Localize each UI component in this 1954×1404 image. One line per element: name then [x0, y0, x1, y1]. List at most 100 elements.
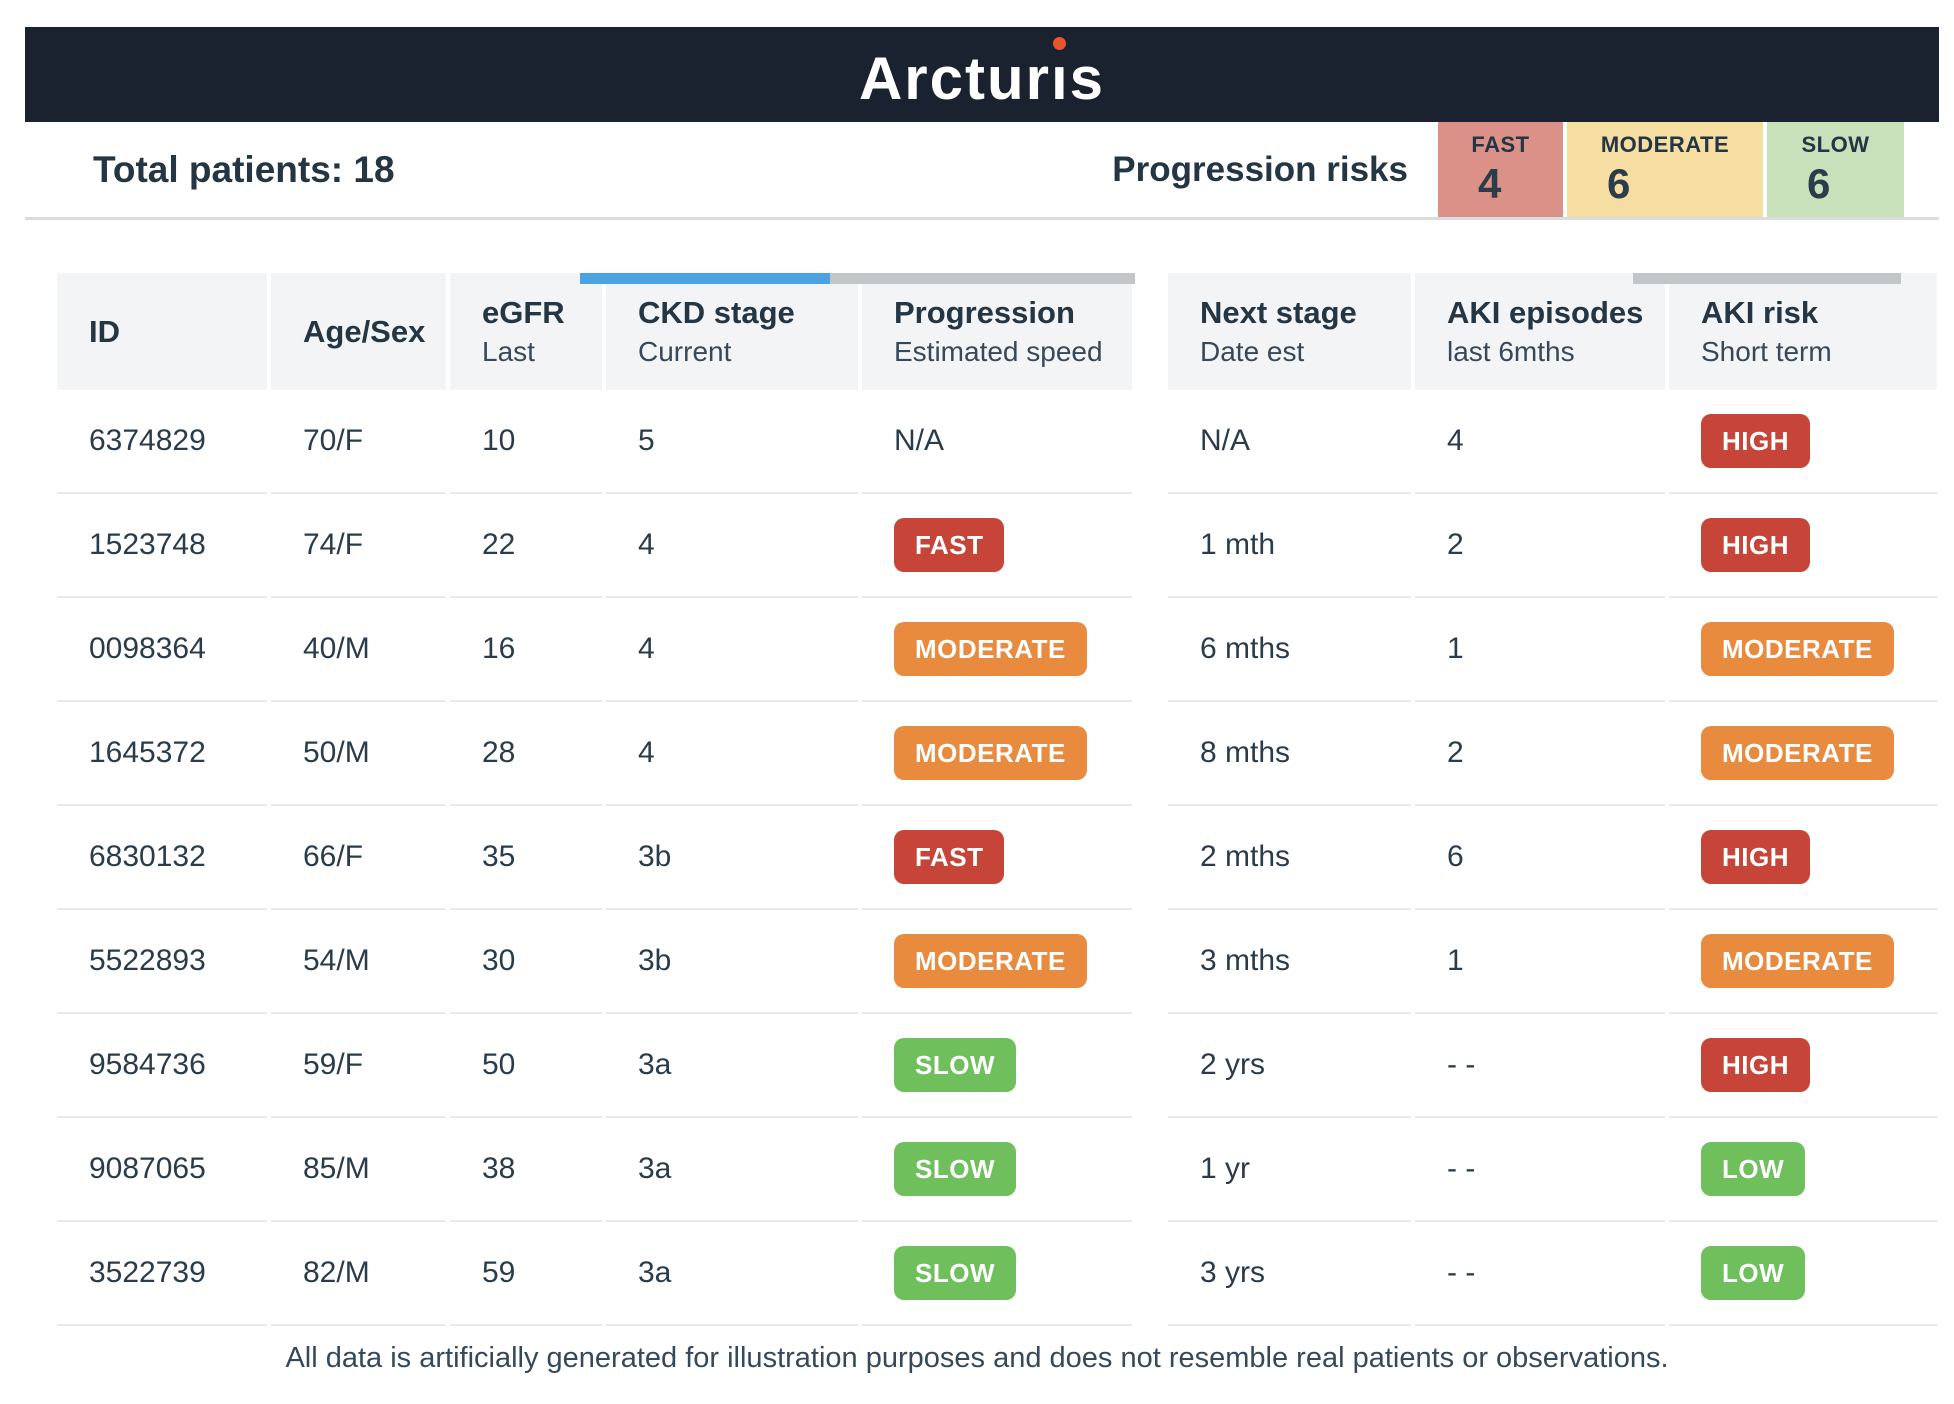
cell-id: 9584736: [57, 1014, 267, 1118]
column-group-gap: [1136, 806, 1164, 910]
table-row[interactable]: 6374829 70/F 10 5 N/A N/A 4 HIGH: [57, 390, 1937, 494]
cell-egfr: 38: [450, 1118, 602, 1222]
cell-age-sex: 54/M: [271, 910, 446, 1014]
table-row[interactable]: 9087065 85/M 38 3a SLOW 1 yr - - LOW: [57, 1118, 1937, 1222]
progression-badge: SLOW: [894, 1038, 1016, 1092]
brand-logo-text-end: s: [1069, 44, 1106, 112]
cell-progression: MODERATE: [862, 598, 1132, 702]
cell-age-sex: 85/M: [271, 1118, 446, 1222]
cell-aki-episodes: - -: [1415, 1118, 1665, 1222]
cell-aki-risk: HIGH: [1669, 806, 1937, 910]
table-row[interactable]: 1645372 50/M 28 4 MODERATE 8 mths 2 MODE…: [57, 702, 1937, 806]
cell-progression: N/A: [862, 390, 1132, 494]
cell-aki-risk: HIGH: [1669, 494, 1937, 598]
summary-bar: Total patients: 18 Progression risks FAS…: [25, 122, 1939, 220]
table-row[interactable]: 3522739 82/M 59 3a SLOW 3 yrs - - LOW: [57, 1222, 1937, 1326]
cell-ckd-stage: 3b: [606, 910, 858, 1014]
table-row[interactable]: 9584736 59/F 50 3a SLOW 2 yrs - - HIGH: [57, 1014, 1937, 1118]
column-group-gap: [1136, 1118, 1164, 1222]
cell-ckd-stage: 3a: [606, 1222, 858, 1326]
cell-ckd-stage: 3a: [606, 1118, 858, 1222]
column-group-gap: [1136, 702, 1164, 806]
progression-badge: MODERATE: [894, 934, 1087, 988]
header-cell-progression: Progression Estimated speed: [862, 273, 1132, 390]
table-header-row: ID Age/Sex eGFR Last CKD stage Current P…: [57, 273, 1937, 390]
cell-progression: FAST: [862, 806, 1132, 910]
cell-progression: MODERATE: [862, 910, 1132, 1014]
risk-box-slow-label: SLOW: [1801, 132, 1870, 157]
brand-dot-icon: [1053, 36, 1067, 50]
header-cell-id: ID: [57, 273, 267, 390]
table-row[interactable]: 5522893 54/M 30 3b MODERATE 3 mths 1 MOD…: [57, 910, 1937, 1014]
table-row[interactable]: 1523748 74/F 22 4 FAST 1 mth 2 HIGH: [57, 494, 1937, 598]
risk-box-moderate[interactable]: MODERATE 6: [1567, 122, 1763, 217]
progression-badge: FAST: [894, 518, 1005, 572]
cell-next-stage: 8 mths: [1168, 702, 1411, 806]
progression-badge: N/A: [894, 424, 945, 457]
progression-badge: SLOW: [894, 1142, 1016, 1196]
header-cell-aki-risk: AKI risk Short term: [1669, 273, 1937, 390]
cell-aki-risk: MODERATE: [1669, 598, 1937, 702]
aki-risk-badge: MODERATE: [1701, 622, 1894, 676]
risk-box-slow-value: 6: [1807, 160, 1831, 207]
cell-ckd-stage: 3b: [606, 806, 858, 910]
cell-age-sex: 74/F: [271, 494, 446, 598]
aki-risk-badge: HIGH: [1701, 518, 1810, 572]
brand-logo-text-start: Arctur: [858, 44, 1051, 112]
cell-progression: SLOW: [862, 1222, 1132, 1326]
brand-logo: Arctur ıs: [858, 36, 1106, 112]
aki-risk-badge: LOW: [1701, 1246, 1806, 1300]
cell-id: 1523748: [57, 494, 267, 598]
progression-badge: SLOW: [894, 1246, 1016, 1300]
cell-next-stage: 2 yrs: [1168, 1014, 1411, 1118]
cell-egfr: 16: [450, 598, 602, 702]
cell-aki-episodes: - -: [1415, 1222, 1665, 1326]
column-group-gap: [1136, 1222, 1164, 1326]
cell-next-stage: N/A: [1168, 390, 1411, 494]
cell-progression: MODERATE: [862, 702, 1132, 806]
patient-table: ID Age/Sex eGFR Last CKD stage Current P…: [57, 273, 1937, 1326]
header-cell-age-sex: Age/Sex: [271, 273, 446, 390]
cell-id: 5522893: [57, 910, 267, 1014]
cell-egfr: 50: [450, 1014, 602, 1118]
cell-egfr: 35: [450, 806, 602, 910]
cell-aki-episodes: 4: [1415, 390, 1665, 494]
column-group-gap: [1136, 390, 1164, 494]
cell-aki-risk: HIGH: [1669, 1014, 1937, 1118]
aki-risk-badge: MODERATE: [1701, 934, 1894, 988]
cell-id: 1645372: [57, 702, 267, 806]
aki-risk-badge: HIGH: [1701, 830, 1810, 884]
cell-ckd-stage: 5: [606, 390, 858, 494]
progression-badge: FAST: [894, 830, 1005, 884]
column-group-gap: [1136, 494, 1164, 598]
risk-box-fast-value: 4: [1478, 160, 1502, 207]
cell-egfr: 30: [450, 910, 602, 1014]
risk-box-slow[interactable]: SLOW 6: [1767, 122, 1904, 217]
cell-progression: SLOW: [862, 1014, 1132, 1118]
risk-box-fast[interactable]: FAST 4: [1438, 122, 1563, 217]
cell-ckd-stage: 4: [606, 494, 858, 598]
total-patients-label: Total patients: 18: [93, 148, 395, 190]
header-cell-next-stage: Next stage Date est: [1168, 273, 1411, 390]
disclaimer-text: All data is artificially generated for i…: [285, 1342, 1669, 1374]
risk-box-moderate-label: MODERATE: [1600, 132, 1730, 157]
cell-next-stage: 3 mths: [1168, 910, 1411, 1014]
column-group-gap: [1136, 273, 1164, 390]
cell-progression: SLOW: [862, 1118, 1132, 1222]
ckd-progression-progress-fill: [580, 273, 830, 284]
aki-risk-badge: MODERATE: [1701, 726, 1894, 780]
table-row[interactable]: 6830132 66/F 35 3b FAST 2 mths 6 HIGH: [57, 806, 1937, 910]
cell-aki-risk: MODERATE: [1669, 702, 1937, 806]
cell-ckd-stage: 3a: [606, 1014, 858, 1118]
cell-aki-episodes: 2: [1415, 494, 1665, 598]
cell-age-sex: 66/F: [271, 806, 446, 910]
spacer: [395, 122, 1113, 217]
progression-risks-label: Progression risks: [1112, 149, 1408, 189]
cell-aki-risk: HIGH: [1669, 390, 1937, 494]
cell-age-sex: 70/F: [271, 390, 446, 494]
header-cell-egfr: eGFR Last: [450, 273, 602, 390]
table-row[interactable]: 0098364 40/M 16 4 MODERATE 6 mths 1 MODE…: [57, 598, 1937, 702]
cell-ckd-stage: 4: [606, 702, 858, 806]
cell-age-sex: 50/M: [271, 702, 446, 806]
aki-risk-badge: HIGH: [1701, 414, 1810, 468]
